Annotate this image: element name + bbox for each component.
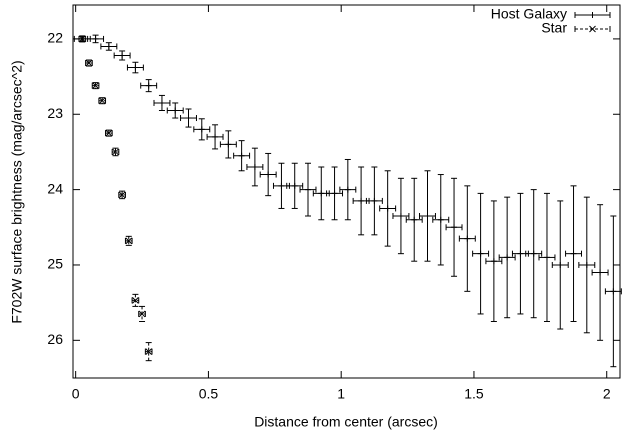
point-marker [464, 235, 471, 242]
x-tick-label: 0.5 [199, 386, 219, 402]
point-marker [304, 186, 311, 193]
point-marker [225, 141, 232, 148]
point-marker [331, 190, 338, 197]
legend-label: Host Galaxy [491, 6, 567, 22]
legend-label: Star [541, 20, 567, 36]
point-marker [477, 250, 484, 257]
point-marker [212, 133, 219, 140]
point-marker [92, 82, 99, 89]
point-marker [358, 197, 365, 204]
x-tick-label: 2 [603, 386, 611, 402]
point-marker [132, 64, 139, 71]
point-marker [145, 348, 153, 355]
point-marker [411, 216, 418, 223]
y-axis-label: F702W surface brightness (mag/arcsec^2) [9, 60, 25, 323]
point-marker [371, 197, 378, 204]
point-marker [172, 107, 179, 114]
point-marker [291, 182, 298, 189]
point-marker [543, 254, 550, 261]
point-marker [451, 224, 458, 231]
point-marker [112, 148, 119, 156]
series [73, 34, 622, 368]
y-tick-label: 25 [47, 256, 63, 272]
point-marker [265, 171, 272, 178]
y-tick-label: 23 [47, 105, 63, 121]
point-marker [384, 205, 391, 212]
point-marker [597, 269, 604, 276]
point-marker [85, 59, 93, 67]
point-marker [138, 310, 146, 318]
point-marker [145, 82, 152, 89]
point-marker [105, 43, 112, 50]
plot-frame [72, 4, 621, 379]
point-marker [238, 152, 245, 159]
point-marker [198, 126, 205, 133]
point-marker [251, 164, 258, 171]
y-tick-label: 24 [47, 180, 63, 196]
x-tick-label: 0 [72, 386, 80, 402]
point-marker [504, 254, 511, 261]
point-marker [125, 237, 133, 245]
point-marker [98, 97, 106, 105]
x-tick-label: 1.5 [464, 386, 484, 402]
point-marker [557, 261, 564, 268]
y-tick-label: 26 [47, 331, 63, 347]
point-marker [397, 212, 404, 219]
point-marker [610, 288, 617, 295]
point-marker [78, 35, 86, 43]
x-tick-label: 1 [337, 386, 345, 402]
point-marker [278, 182, 285, 189]
point-marker [424, 212, 431, 219]
point-marker [119, 52, 126, 59]
legend-marker [589, 25, 596, 33]
x-axis-label: Distance from center (arcsec) [254, 414, 438, 430]
point-marker [105, 129, 113, 137]
point-marker [318, 190, 325, 197]
series [78, 35, 153, 362]
point-marker [185, 115, 192, 122]
point-marker [437, 216, 444, 223]
point-marker [344, 186, 351, 193]
point-marker [132, 297, 139, 304]
point-marker [530, 250, 537, 257]
y-tick-label: 22 [47, 30, 63, 46]
point-marker [517, 250, 524, 257]
point-marker [583, 261, 590, 268]
point-marker [92, 35, 99, 42]
point-marker [570, 250, 577, 257]
point-marker [118, 191, 126, 199]
point-marker [158, 99, 165, 106]
point-marker [490, 258, 497, 265]
